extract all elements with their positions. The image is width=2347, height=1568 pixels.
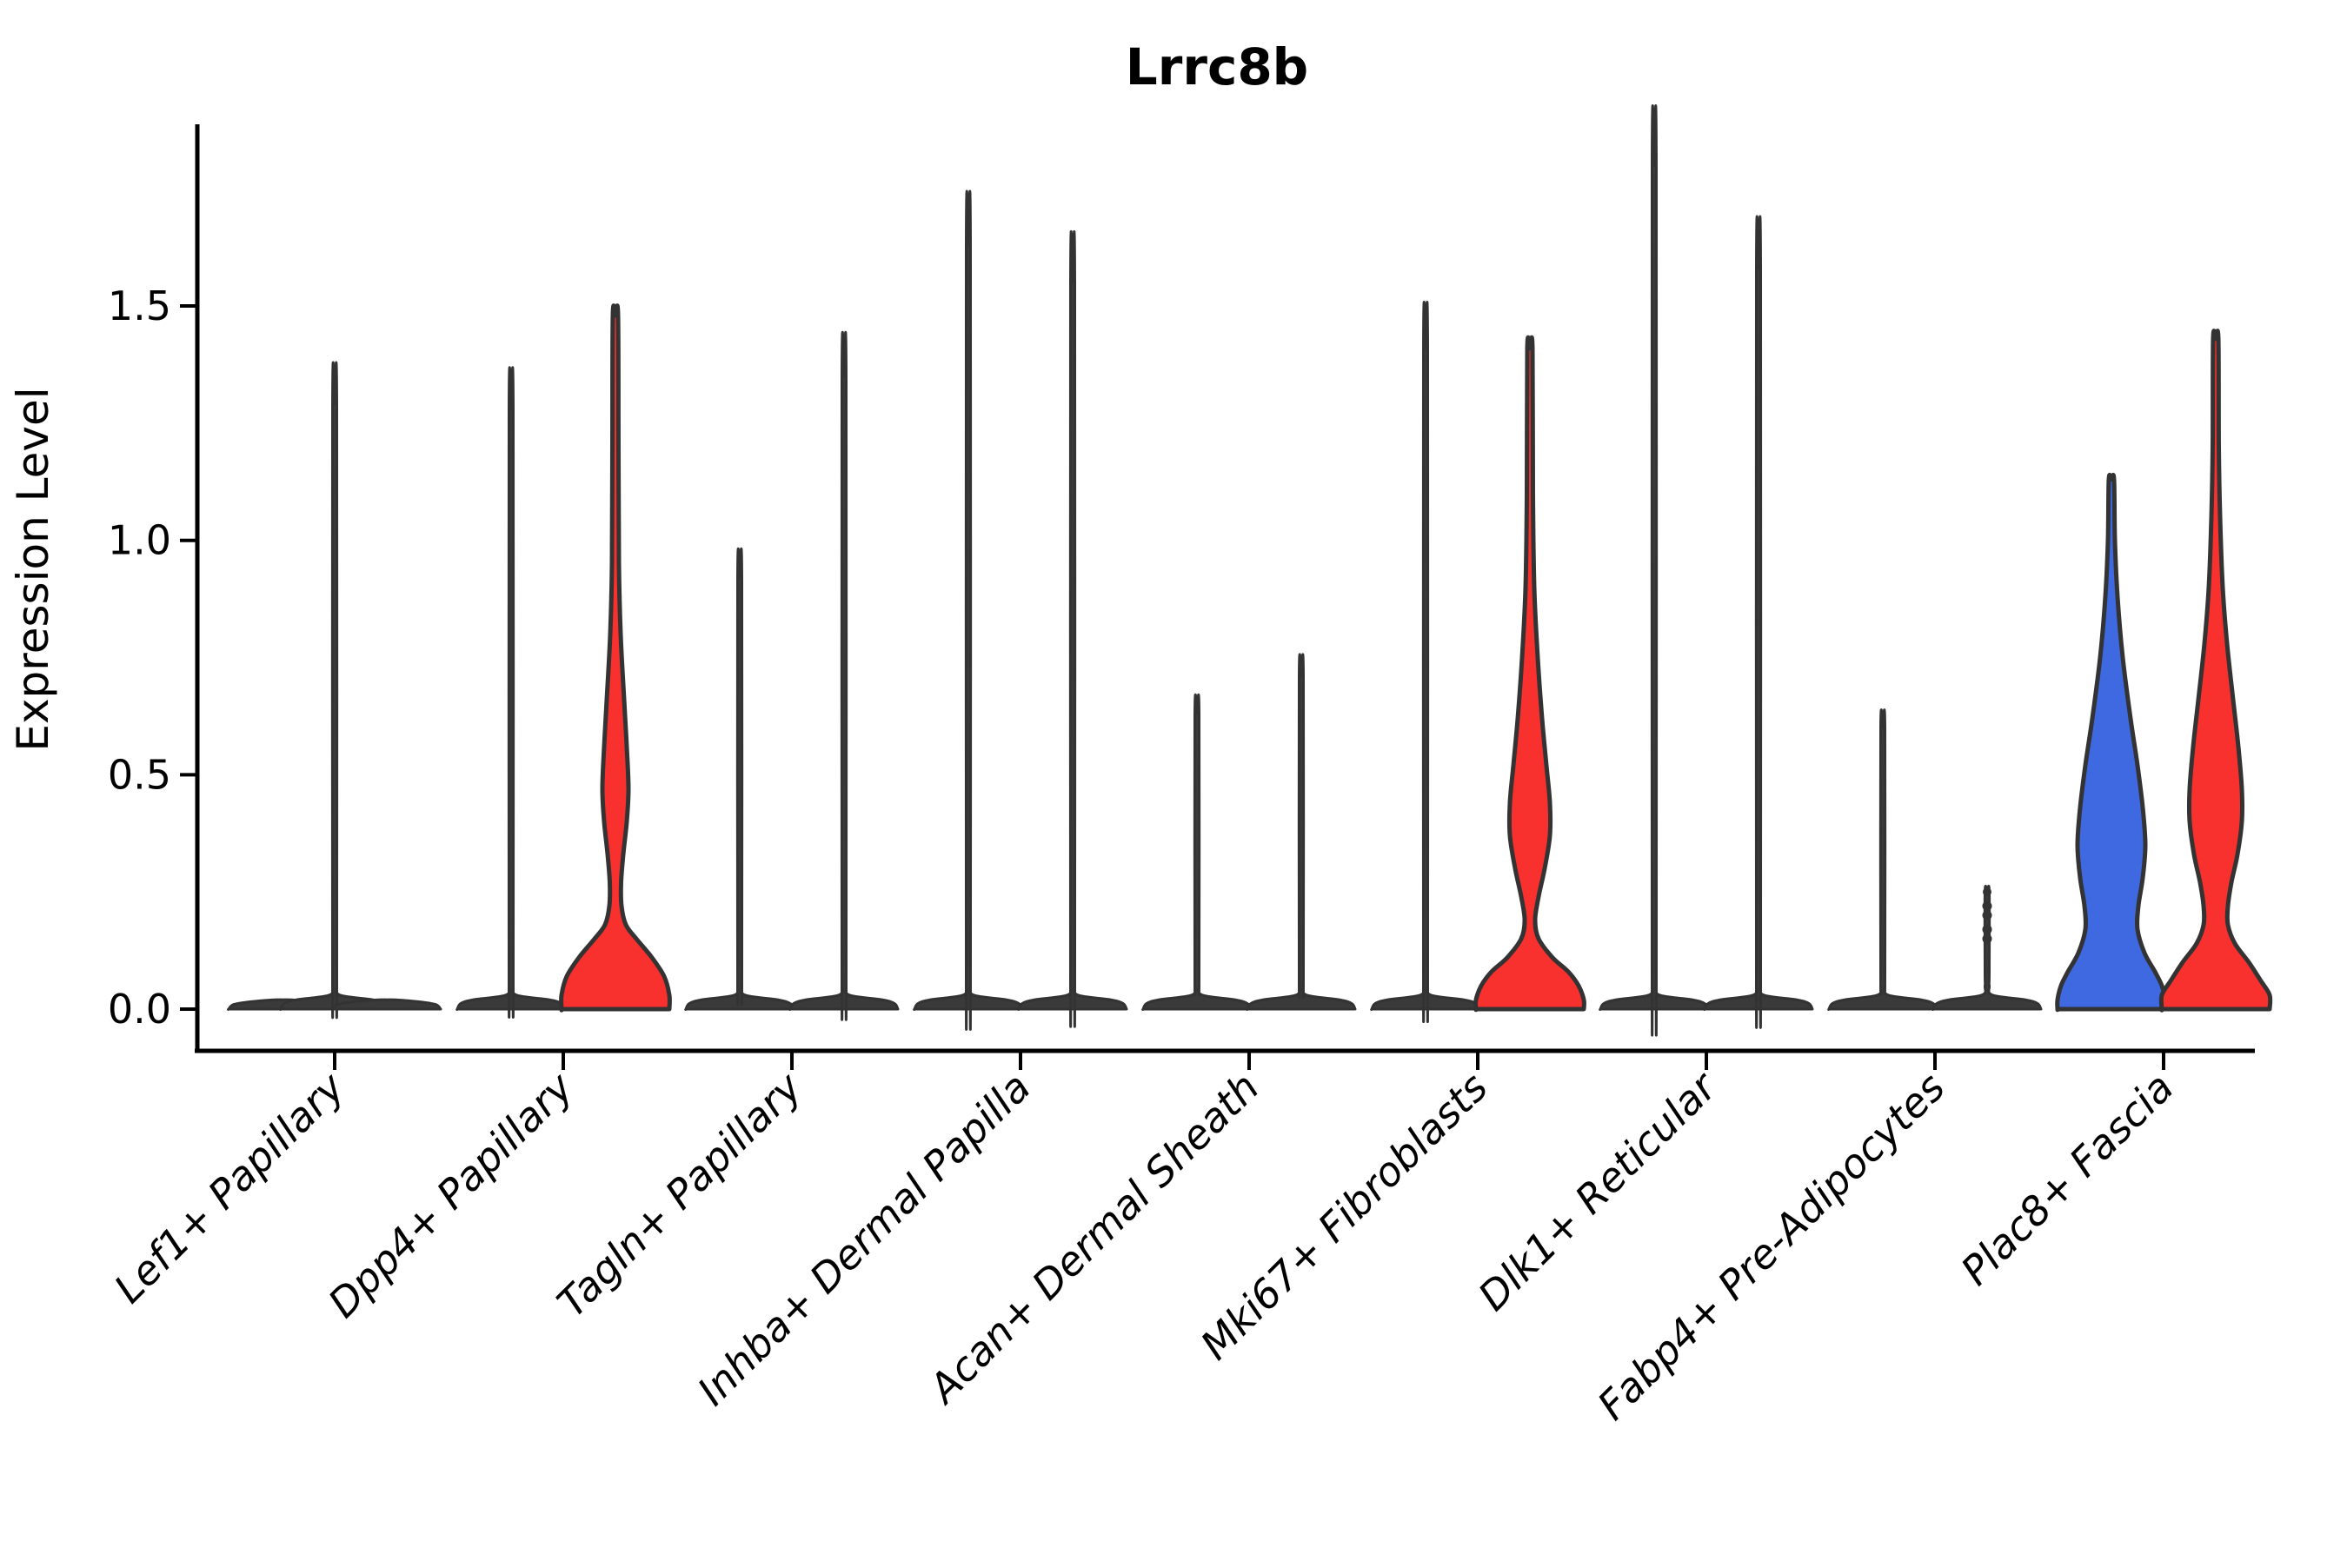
violin-bead (1982, 933, 1992, 944)
violin-thin (1827, 708, 1938, 1011)
violin-beaded (1931, 884, 2043, 1011)
violin-thin (1599, 104, 1710, 1037)
x-tick-label: Lef1+ Papillary (105, 1063, 354, 1312)
x-tick-label: Plac8+ Fascia (1951, 1064, 2182, 1294)
y-axis-label: Expression Level (8, 387, 58, 751)
violin-bead (1982, 910, 1992, 920)
violin-thin (1017, 230, 1128, 1028)
x-tick-label: Tagln+ Papillary (548, 1063, 811, 1326)
violin-bead (1982, 900, 1992, 911)
violin-thin (684, 547, 795, 1011)
violin-thin (1246, 653, 1357, 1011)
y-tick-label: 1.5 (108, 282, 171, 329)
violin-red (1473, 335, 1586, 1013)
violin-thin (1141, 693, 1253, 1011)
violin-thin (913, 189, 1024, 1031)
y-tick-label: 0.5 (108, 751, 171, 798)
chart-title: Lrrc8b (1126, 37, 1308, 96)
x-tick-label: Dpp4+ Papillary (319, 1063, 582, 1326)
violin-flat (331, 998, 442, 1011)
violin-thin (788, 330, 900, 1021)
x-tick-label: Dlk1+ Reticular (1469, 1061, 1727, 1319)
violin-marks (227, 104, 2273, 1037)
violin-thin (455, 366, 567, 1019)
violin-red (559, 303, 672, 1013)
violin-thin (1703, 215, 1814, 1029)
violin-thin (279, 361, 390, 1020)
violin-blue (2055, 472, 2168, 1013)
y-tick-label: 0.0 (108, 986, 171, 1033)
violin-thin (1370, 301, 1481, 1024)
violin-bead (1982, 924, 1992, 934)
violin-bead (1983, 887, 1991, 897)
violin-red (2158, 329, 2273, 1013)
y-tick-label: 1.0 (108, 517, 171, 564)
